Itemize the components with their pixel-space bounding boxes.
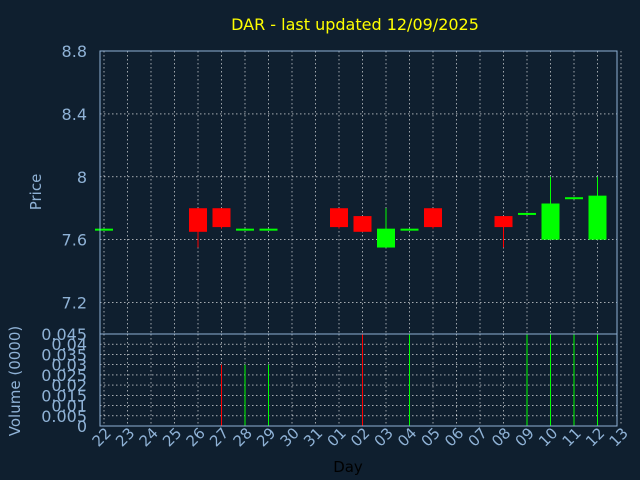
candle-body [95,228,113,231]
x-axis-label: Day [333,458,363,476]
volume-y-tick-label: 0.03 [51,356,87,375]
price-y-tick-label: 8 [77,168,87,187]
candle-body [377,228,395,248]
volume-y-tick-label: 0 [77,417,87,436]
candle-body [541,203,560,240]
candle-body [236,228,254,231]
candle-body [330,208,348,228]
price-y-tick-label: 7.2 [62,294,87,313]
price-candles [95,176,607,248]
candle-body [424,208,442,228]
chart-title: DAR - last updated 12/09/2025 [231,15,479,34]
candle-body [259,228,278,231]
volume-bars [221,334,598,426]
volume-y-tick-label: 0.035 [41,345,87,364]
candle-body [400,228,419,231]
price-grid [100,50,622,334]
candle-body [189,208,207,232]
price-y-ticks: 7.2 7.6 8 8.4 8.8 [62,42,87,313]
volume-y-tick-label: 0.005 [41,407,87,426]
candle-body [518,212,536,215]
volume-plot-frame [99,333,618,427]
volume-y-ticks: 00.0050.010.0150.020.0250.030.0350.040.0… [41,325,87,436]
volume-y-tick-label: 0.01 [51,397,87,416]
price-y-tick-label: 8.4 [62,105,87,124]
price-y-tick-label: 8.8 [62,42,87,61]
candle-body [494,216,513,228]
candle-body [565,197,583,200]
candle-body [353,216,372,232]
volume-y-tick-label: 0.025 [41,366,87,385]
price-axis-label: Price [27,174,45,211]
x-tick-labels: 2223242526272829303101020304050607080910… [89,424,632,450]
volume-axis-label: Volume (0000) [6,326,24,436]
candle-body [588,195,607,240]
volume-y-tick-label: 0.02 [51,376,87,395]
volume-y-tick-label: 0.015 [41,386,87,405]
volume-y-tick-label: 0.045 [41,325,87,344]
price-y-tick-label: 7.6 [62,231,87,250]
volume-y-tick-label: 0.04 [51,335,87,354]
candle-body [212,208,231,228]
